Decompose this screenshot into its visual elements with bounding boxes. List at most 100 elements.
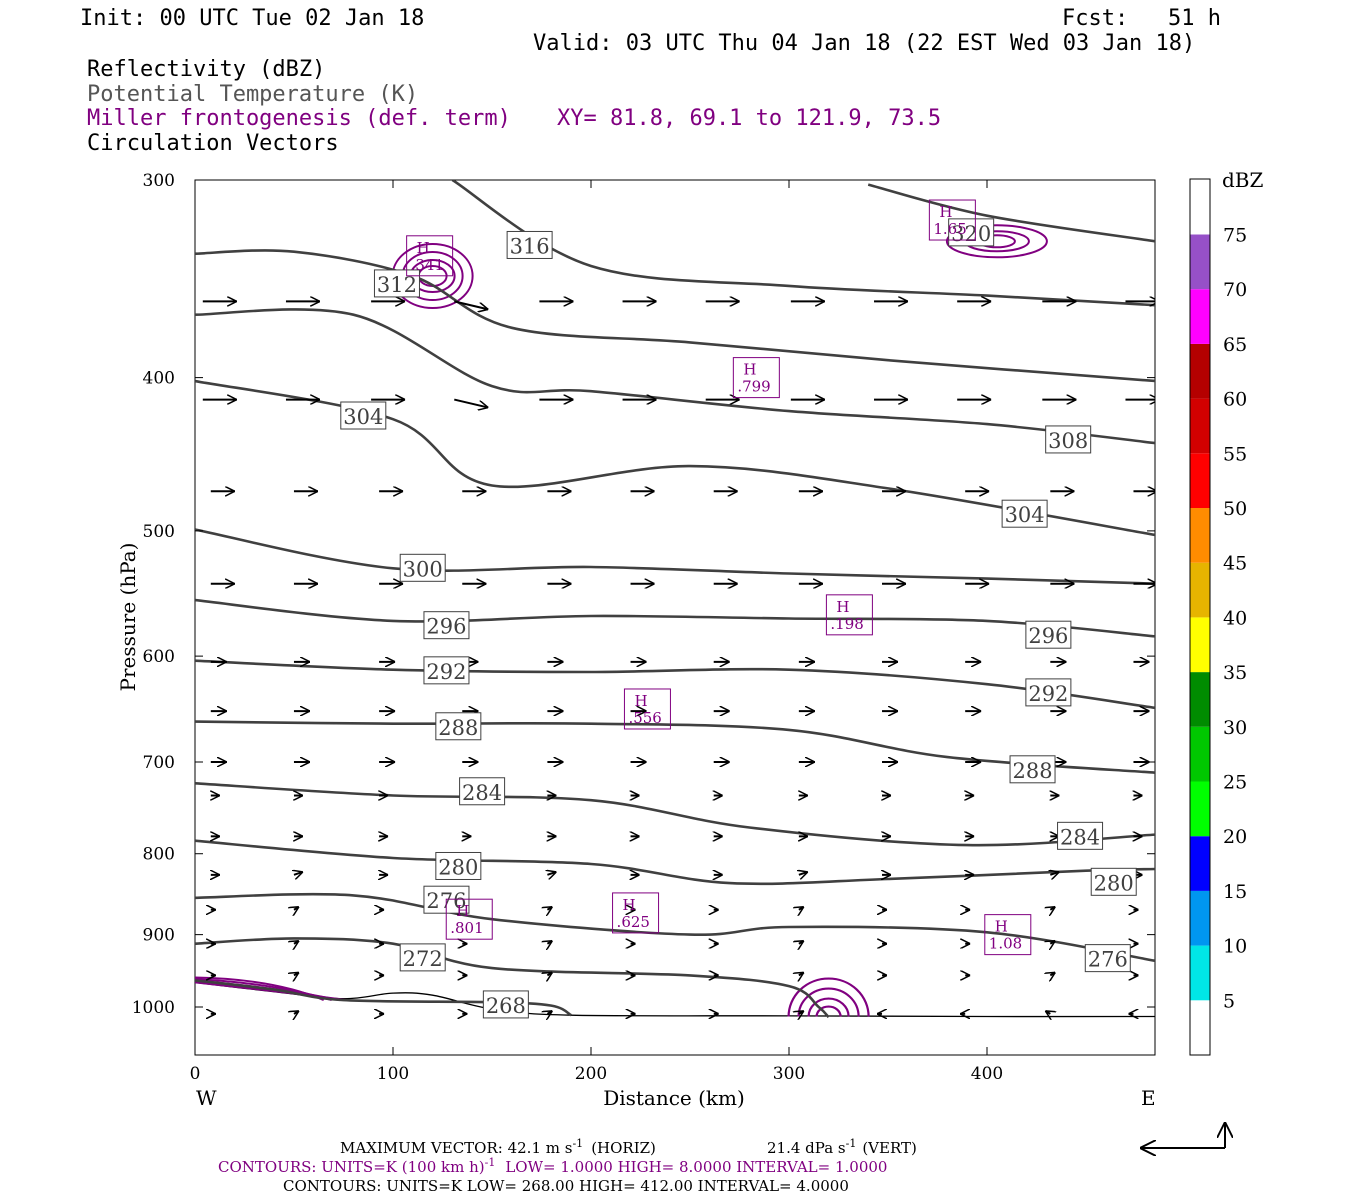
colorbar-label: 50	[1223, 498, 1247, 520]
west-label: W	[196, 1086, 217, 1110]
colorbar-label: 60	[1223, 389, 1247, 411]
fronto-max-value: .556	[628, 709, 661, 727]
circulation-vector	[799, 907, 804, 910]
colorbar-label: 20	[1223, 826, 1247, 848]
y-tick-label: 300	[143, 171, 175, 191]
theta-label-box	[1025, 678, 1072, 707]
circulation-vector	[799, 1011, 804, 1014]
fronto-max-box	[445, 898, 493, 940]
y-tick-label: 600	[143, 647, 175, 667]
theta-label: 284	[1060, 825, 1100, 849]
theta-label-box	[1057, 821, 1104, 850]
circulation-vector	[294, 907, 299, 910]
theta-label-box	[1084, 944, 1131, 973]
fronto-max-h: H	[836, 598, 849, 616]
theta-label-box	[506, 230, 553, 259]
fronto-max-h: H	[995, 918, 1008, 936]
theta-label: 316	[510, 234, 550, 258]
fronto-max-box	[984, 914, 1032, 956]
fronto-max-value: .801	[450, 919, 483, 937]
fronto-contour	[815, 1005, 842, 1017]
circulation-vector	[1050, 972, 1055, 975]
x-tick-label: 200	[575, 1064, 607, 1084]
theta-contour-272	[195, 937, 830, 1019]
y-tick-label: 400	[143, 369, 175, 389]
fronto-max-value: .341	[411, 256, 444, 274]
theta-label-box	[423, 656, 470, 685]
colorbar-label: 75	[1223, 225, 1247, 247]
x-axis-title: Distance (km)	[603, 1086, 745, 1110]
fronto-max-h: H	[634, 692, 647, 710]
colorbar-title: dBZ	[1222, 168, 1264, 192]
circulation-vector	[1050, 941, 1055, 944]
fronto-max-value: 1.65	[933, 220, 966, 238]
colorbar-label: 45	[1223, 553, 1247, 575]
fronto-max-h: H	[456, 902, 469, 920]
theta-label-box	[373, 269, 420, 298]
fronto-contour	[787, 977, 870, 1017]
east-label: E	[1141, 1086, 1156, 1110]
valid-time: Valid: 03 UTC Thu 04 Jan 18 (22 EST Wed …	[533, 31, 1195, 56]
colorbar-label: 65	[1223, 334, 1247, 356]
fronto-max-box	[623, 688, 671, 730]
fronto-max-value: 1.08	[989, 935, 1022, 953]
theta-label: 288	[1012, 759, 1052, 783]
circulation-vector	[547, 941, 552, 944]
fronto-max-box	[612, 892, 660, 934]
circulation-vector	[1045, 1011, 1050, 1014]
forecast-hour: 51 h	[1168, 6, 1221, 31]
theta-label: 304	[343, 405, 383, 429]
colorbar-label: 25	[1223, 772, 1247, 794]
colorbar-segment	[1190, 672, 1210, 727]
circulation-vector	[547, 1011, 552, 1014]
field-reflectivity: Reflectivity (dBZ)	[87, 57, 325, 82]
theta-label-box	[435, 851, 482, 880]
theta-label: 304	[1005, 503, 1045, 527]
colorbar-segment	[1190, 289, 1210, 344]
theta-label: 284	[462, 781, 502, 805]
circulation-vector	[294, 941, 299, 944]
fronto-max-box	[928, 199, 976, 241]
x-tick-label: 100	[377, 1064, 409, 1084]
theta-label-box	[482, 990, 529, 1019]
theta-contour-284	[195, 782, 1155, 847]
theta-contour-276	[195, 892, 1155, 963]
theta-contour-312	[195, 249, 1155, 383]
theta-label: 320	[951, 222, 991, 246]
fronto-contour	[807, 997, 850, 1017]
theta-contour-300	[195, 528, 1155, 585]
theta-label-box	[399, 943, 446, 972]
theta-label-box	[1001, 499, 1048, 528]
fronto-max-value: .198	[830, 615, 863, 633]
theta-label: 296	[1028, 624, 1068, 648]
theta-label: 292	[426, 660, 466, 684]
theta-contour-268	[195, 979, 572, 1017]
colorbar-label: 70	[1223, 279, 1247, 301]
colorbar-segment	[1190, 1000, 1210, 1055]
reference-vector-icon	[1140, 1122, 1225, 1148]
dbz-colorbar: 5 10 15 20 25 30 35 40 45 50 55 60 65 70 75	[1189, 178, 1247, 1056]
circulation-vector	[547, 872, 556, 875]
theta-label: 296	[426, 615, 466, 639]
colorbar-label: 40	[1223, 607, 1247, 629]
fronto-max-h: H	[417, 239, 430, 257]
colorbar-segment	[1190, 890, 1210, 946]
colorbar-segment	[1190, 234, 1210, 290]
colorbar-segment	[1190, 617, 1210, 673]
fronto-contour-info: CONTOURS: UNITS=K (100 km h)-1 LOW= 1.000…	[218, 1156, 887, 1176]
theta-label: 312	[377, 273, 417, 297]
colorbar-label: 30	[1223, 717, 1247, 739]
cross-section-endpoints: XY= 81.8, 69.1 to 121.9, 73.5	[557, 106, 941, 131]
theta-contour-308	[195, 308, 1155, 445]
circulation-vector	[294, 1011, 299, 1014]
fronto-max-h: H	[623, 896, 636, 914]
circulation-vector	[799, 872, 808, 875]
theta-label-box	[423, 611, 470, 640]
circulation-vector	[1050, 872, 1059, 875]
circulation-vector	[454, 398, 488, 408]
x-axis: 0 100 200 300 400	[190, 180, 1003, 1084]
